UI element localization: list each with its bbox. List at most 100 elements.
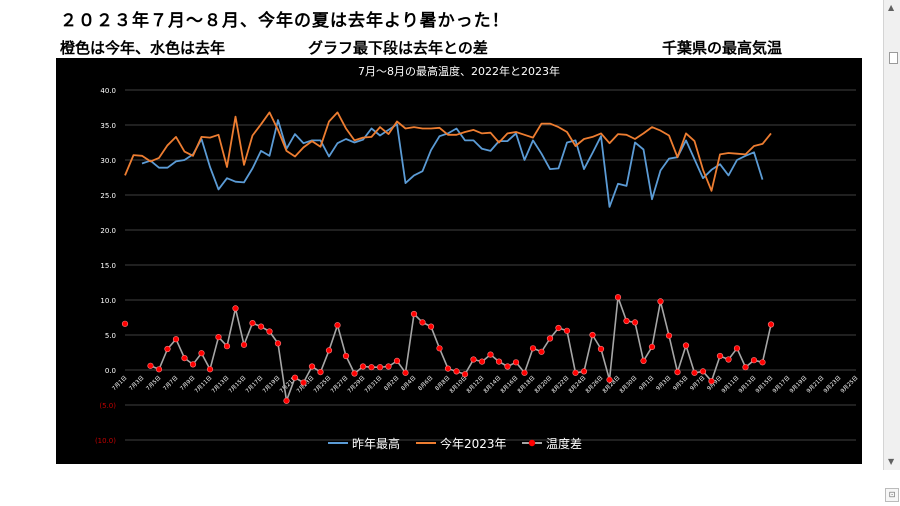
triangle-up-icon[interactable]: ▲ — [888, 3, 895, 12]
difference-point — [572, 369, 579, 376]
x-tick-label: 9月3日 — [655, 374, 673, 392]
region-note: 千葉県の最高気温 — [662, 39, 783, 57]
difference-point — [597, 345, 605, 353]
x-tick-label: 8月16日 — [499, 374, 519, 394]
difference-point — [291, 374, 299, 381]
difference-point — [223, 343, 231, 350]
x-tick-label: 9月1日 — [638, 374, 656, 392]
x-tick-label: 8月30日 — [618, 374, 638, 394]
x-tick-label: 8月14日 — [482, 374, 502, 394]
line-chart: 7月～8月の最高温度、2022年と2023年 40.0 35.0 30.0 25.0 20… — [95, 64, 859, 451]
difference-point — [733, 345, 741, 352]
y-tick-label: (10.0) — [95, 437, 116, 445]
y-tick-label: 15.0 — [100, 262, 116, 270]
difference-point — [300, 379, 307, 386]
difference-point — [325, 347, 333, 354]
difference-point — [334, 322, 341, 329]
difference-point — [215, 334, 222, 341]
x-tick-label: 9月25日 — [839, 374, 859, 394]
y-tick-label: 35.0 — [100, 122, 116, 130]
difference-point — [274, 340, 282, 347]
difference-point — [155, 366, 163, 373]
y-tick-label: 5.0 — [105, 332, 116, 340]
triangle-down-icon[interactable]: ▼ — [888, 457, 895, 466]
y-tick-label: 10.0 — [100, 297, 116, 305]
difference-point — [436, 345, 443, 352]
difference-point — [716, 352, 724, 360]
x-tick-label: 8月4日 — [400, 374, 418, 392]
difference-point — [606, 376, 613, 383]
difference-point — [657, 298, 664, 305]
x-tick-label: 7月19日 — [261, 374, 281, 394]
x-tick-label: 9月11日 — [720, 374, 740, 394]
scrollbar-thumb[interactable] — [889, 52, 898, 64]
difference-point — [444, 365, 452, 372]
difference-point — [546, 335, 554, 342]
difference-point — [189, 361, 197, 368]
x-tick-label: 9月7日 — [689, 374, 707, 392]
legend-label: 今年2023年 — [440, 436, 507, 451]
x-tick-label: 7月7日 — [162, 374, 180, 392]
difference-point — [529, 345, 537, 352]
difference-point — [181, 355, 188, 362]
y-tick-label: 25.0 — [100, 192, 116, 200]
difference-point — [640, 357, 647, 365]
x-tick-label: 7月27日 — [329, 374, 349, 394]
y-tick-label: 0.0 — [105, 367, 116, 375]
difference-point — [725, 356, 732, 363]
difference-point — [750, 357, 758, 364]
page-title: ２０２３年７月～８月、今年の夏は去年より暑かった！ — [60, 11, 510, 31]
x-tick-label: 9月5日 — [672, 374, 690, 392]
x-tick-label: 7月13日 — [210, 374, 230, 394]
x-tick-label: 9月17日 — [771, 374, 791, 394]
difference-point — [708, 378, 715, 385]
x-tick-label: 7月11日 — [193, 374, 213, 394]
difference-point — [521, 369, 528, 376]
difference-point — [767, 321, 775, 328]
difference-point — [249, 320, 256, 327]
x-tick-label: 8月6日 — [417, 374, 435, 392]
legend-marker — [528, 439, 536, 447]
x-tick-label: 9月21日 — [805, 374, 825, 394]
difference-point — [631, 319, 639, 326]
difference-point — [147, 362, 154, 369]
difference-point — [257, 323, 265, 330]
vertical-scrollbar[interactable]: ▲ ▼ — [883, 0, 900, 470]
chart-area[interactable]: 7月～8月の最高温度、2022年と2023年 40.0 35.0 30.0 25.0 20… — [56, 58, 862, 464]
difference-point — [164, 345, 171, 353]
difference-point — [742, 364, 749, 371]
x-tick-label: 8月18日 — [516, 374, 536, 394]
legend-label: 温度差 — [546, 436, 582, 451]
difference-point — [172, 336, 180, 343]
x-tick-label: 9月23日 — [822, 374, 842, 394]
resize-corner-icon: ⊡ — [885, 488, 899, 502]
difference-point — [402, 369, 409, 376]
y-tick-label: 40.0 — [100, 87, 116, 95]
difference-point — [648, 343, 656, 351]
difference-point — [674, 369, 681, 376]
difference-point — [393, 357, 401, 365]
difference-point — [589, 331, 596, 339]
y-tick-label: (5.0) — [99, 402, 116, 410]
difference-point — [563, 327, 571, 334]
difference-point — [538, 348, 545, 355]
difference-point — [470, 356, 477, 363]
difference-point — [368, 364, 375, 371]
difference-point — [317, 369, 324, 376]
x-tick-label: 7月31日 — [363, 374, 383, 394]
y-tick-label: 30.0 — [100, 157, 116, 165]
legend-note: 橙色は今年、水色は去年 — [60, 39, 226, 57]
difference-point — [308, 363, 316, 370]
difference-point — [198, 350, 205, 357]
difference-point — [240, 341, 248, 348]
x-tick-label: 7月17日 — [244, 374, 264, 394]
difference-point — [232, 305, 239, 312]
difference-point — [504, 363, 511, 370]
difference-point — [665, 332, 673, 339]
difference-point — [359, 363, 367, 370]
y-tick-label: 20.0 — [100, 227, 116, 235]
difference-point — [427, 323, 435, 330]
x-tick-label: 8月24日 — [567, 374, 587, 394]
difference-point — [699, 368, 707, 375]
difference-point — [266, 328, 273, 335]
